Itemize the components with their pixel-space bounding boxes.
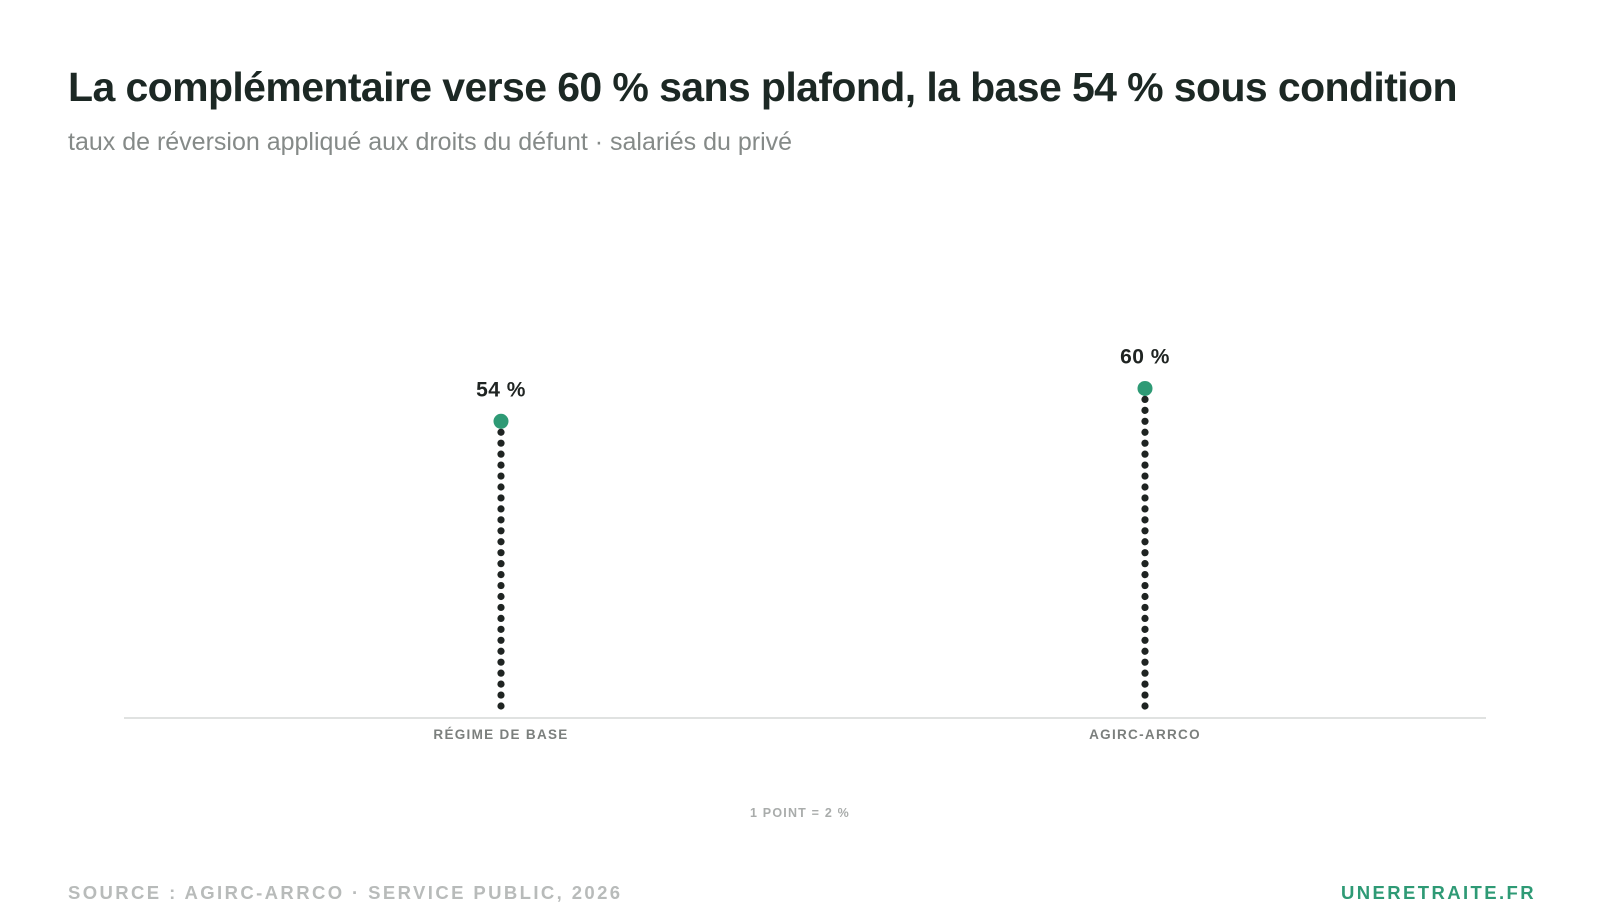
- value-dot: [1141, 581, 1149, 590]
- value-dot: [1141, 538, 1149, 546]
- value-dot: [497, 603, 505, 612]
- value-dot: [1141, 494, 1149, 502]
- value-dot: [497, 549, 505, 557]
- value-label: 60 %: [1120, 345, 1170, 368]
- value-head-dot: [1137, 380, 1153, 396]
- dot-column: [493, 413, 509, 710]
- value-dot: [497, 581, 505, 590]
- value-dot: [1141, 669, 1149, 677]
- value-dot: [1141, 516, 1149, 524]
- value-dot: [497, 527, 505, 535]
- value-dot: [497, 439, 505, 447]
- value-dot: [1141, 560, 1149, 568]
- value-dot: [497, 636, 505, 644]
- value-dot: [1141, 571, 1149, 579]
- value-dot: [497, 483, 505, 491]
- chart-subtitle: taux de réversion appliqué aux droits du…: [68, 128, 793, 156]
- value-dot: [497, 658, 505, 666]
- value-dot: [497, 505, 505, 513]
- value-dot: [1141, 472, 1149, 480]
- value-dot: [497, 472, 505, 480]
- value-dot: [1141, 461, 1149, 469]
- dot-column: [1137, 380, 1153, 710]
- value-dot: [497, 428, 505, 436]
- value-dot: [1141, 636, 1149, 644]
- value-dot: [1141, 614, 1149, 623]
- value-head-dot: [493, 413, 509, 429]
- value-dot: [497, 461, 505, 469]
- value-dot: [1141, 592, 1149, 601]
- value-dot: [497, 560, 505, 568]
- category-label: AGIRC-ARRCO: [1089, 727, 1201, 742]
- chart-marks: 54 % RÉGIME DE BASE 60 % AGIRC-ARRCO: [433, 345, 1201, 742]
- value-dot: [497, 538, 505, 546]
- value-dot: [497, 691, 505, 699]
- value-dot: [497, 614, 505, 623]
- value-dot: [497, 625, 505, 633]
- value-dot: [1141, 680, 1149, 688]
- value-dot: [497, 516, 505, 524]
- value-dot: [497, 571, 505, 579]
- value-dot: [1141, 439, 1149, 447]
- value-dot: [497, 494, 505, 502]
- source-note: SOURCE : AGIRC-ARRCO · SERVICE PUBLIC, 2…: [68, 882, 623, 903]
- value-dot: [497, 647, 505, 655]
- value-dot: [497, 592, 505, 601]
- value-dot: [1141, 483, 1149, 491]
- value-dot: [1141, 549, 1149, 557]
- value-dot: [497, 450, 505, 458]
- category-label: RÉGIME DE BASE: [433, 727, 568, 742]
- value-label: 54 %: [476, 378, 526, 401]
- value-dot: [1141, 395, 1149, 403]
- value-dot: [1141, 406, 1149, 414]
- value-dot: [1141, 450, 1149, 458]
- value-dot: [497, 669, 505, 677]
- value-dot: [1141, 625, 1149, 633]
- value-dot: [497, 680, 505, 688]
- value-dot: [1141, 603, 1149, 612]
- value-dot: [1141, 647, 1149, 655]
- value-dot: [1141, 505, 1149, 513]
- value-dot: [1141, 658, 1149, 666]
- value-dot: [1141, 428, 1149, 436]
- brand-logo[interactable]: UNERETRAITE.FR: [1341, 882, 1536, 903]
- value-dot: [1141, 527, 1149, 535]
- value-dot: [1141, 691, 1149, 699]
- value-dot: [497, 702, 505, 710]
- value-dot: [1141, 417, 1149, 425]
- scale-note: 1 POINT = 2 %: [749, 806, 850, 820]
- value-dot: [1141, 702, 1149, 710]
- chart-title: La complémentaire verse 60 % sans plafon…: [68, 64, 1458, 110]
